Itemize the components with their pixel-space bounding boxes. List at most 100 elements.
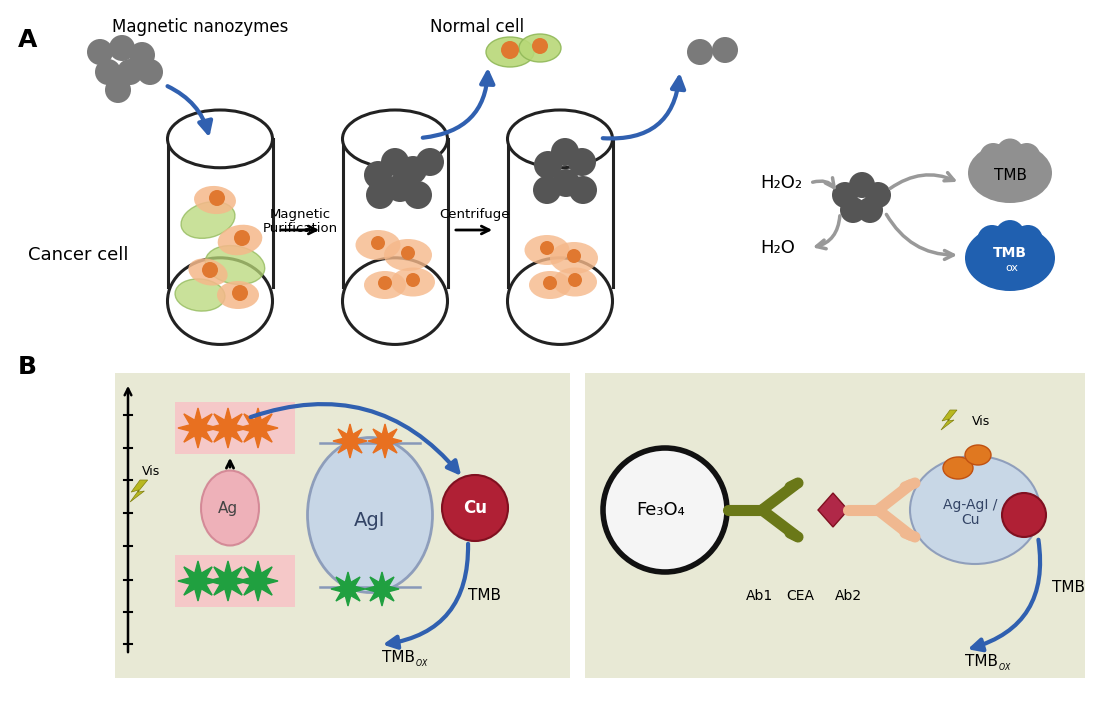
Polygon shape: [208, 561, 248, 601]
Circle shape: [568, 148, 596, 176]
Polygon shape: [131, 480, 148, 502]
Polygon shape: [365, 572, 399, 606]
Circle shape: [105, 77, 131, 103]
Text: A: A: [18, 28, 38, 52]
Text: CEA: CEA: [786, 589, 814, 603]
Polygon shape: [818, 493, 848, 527]
Text: $_{OX}$: $_{OX}$: [415, 658, 429, 670]
Text: Ag: Ag: [218, 501, 238, 515]
Polygon shape: [178, 408, 218, 448]
Ellipse shape: [943, 457, 973, 479]
Ellipse shape: [218, 225, 262, 255]
Circle shape: [364, 161, 392, 189]
Text: TMB: TMB: [993, 168, 1026, 182]
Text: Purification: Purification: [262, 222, 337, 235]
Text: H₂O: H₂O: [760, 239, 795, 257]
Ellipse shape: [307, 437, 432, 592]
Circle shape: [568, 176, 597, 204]
Bar: [343, 139, 448, 287]
Circle shape: [1013, 225, 1043, 254]
Circle shape: [540, 241, 554, 255]
Circle shape: [1011, 173, 1039, 200]
Ellipse shape: [508, 110, 613, 168]
Circle shape: [1011, 258, 1041, 287]
Bar: [175, 555, 295, 607]
Circle shape: [109, 35, 135, 61]
Ellipse shape: [524, 235, 570, 265]
Circle shape: [839, 197, 866, 223]
Circle shape: [95, 59, 121, 85]
Circle shape: [378, 276, 392, 290]
Circle shape: [232, 285, 248, 301]
Ellipse shape: [188, 259, 228, 285]
Circle shape: [380, 148, 409, 176]
Circle shape: [399, 156, 427, 184]
Circle shape: [1020, 160, 1046, 186]
Ellipse shape: [508, 258, 613, 344]
Circle shape: [849, 172, 875, 198]
Ellipse shape: [355, 230, 400, 260]
Circle shape: [857, 197, 883, 223]
Circle shape: [567, 249, 581, 263]
Polygon shape: [238, 561, 278, 601]
Ellipse shape: [486, 37, 534, 67]
Text: ox: ox: [1005, 263, 1019, 273]
Text: TMB: TMB: [966, 655, 998, 669]
Circle shape: [551, 138, 580, 166]
Circle shape: [687, 39, 713, 65]
Ellipse shape: [392, 268, 435, 297]
Text: Magnetic nanozymes: Magnetic nanozymes: [112, 18, 289, 36]
Circle shape: [980, 143, 1006, 170]
Ellipse shape: [343, 110, 448, 168]
Circle shape: [366, 181, 394, 209]
Ellipse shape: [910, 456, 1040, 564]
Text: Vis: Vis: [142, 465, 160, 478]
Text: AgI: AgI: [354, 510, 386, 529]
Text: Magnetic: Magnetic: [270, 208, 331, 221]
Circle shape: [202, 262, 218, 278]
Circle shape: [712, 37, 738, 63]
Circle shape: [87, 39, 113, 65]
Circle shape: [386, 174, 414, 202]
Circle shape: [982, 173, 1009, 200]
Ellipse shape: [364, 271, 406, 299]
Polygon shape: [941, 410, 957, 430]
Text: TMB: TMB: [468, 587, 501, 602]
Polygon shape: [333, 424, 367, 458]
Ellipse shape: [519, 34, 561, 62]
Circle shape: [501, 41, 519, 59]
Circle shape: [543, 276, 557, 290]
Circle shape: [442, 475, 508, 541]
Ellipse shape: [217, 281, 259, 309]
Circle shape: [970, 243, 1000, 273]
Polygon shape: [368, 424, 401, 458]
Bar: [585, 373, 1085, 678]
Circle shape: [532, 38, 547, 54]
Text: TMB: TMB: [993, 246, 1027, 260]
Circle shape: [404, 181, 432, 209]
Circle shape: [973, 160, 1001, 186]
Polygon shape: [208, 408, 248, 448]
Ellipse shape: [206, 245, 264, 285]
Circle shape: [980, 258, 1009, 287]
Ellipse shape: [175, 279, 225, 311]
Circle shape: [416, 148, 444, 176]
Circle shape: [1020, 243, 1050, 273]
Text: Ab1: Ab1: [747, 589, 773, 603]
Text: Cancer cell: Cancer cell: [28, 246, 128, 264]
Polygon shape: [238, 408, 278, 448]
Ellipse shape: [181, 202, 234, 238]
Circle shape: [137, 59, 163, 85]
Circle shape: [552, 169, 580, 197]
Circle shape: [533, 176, 561, 204]
Ellipse shape: [553, 268, 597, 297]
Ellipse shape: [384, 239, 432, 271]
Ellipse shape: [194, 186, 236, 214]
Ellipse shape: [167, 110, 272, 168]
Text: $_{OX}$: $_{OX}$: [998, 662, 1012, 674]
Text: B: B: [18, 355, 36, 379]
Circle shape: [401, 246, 415, 260]
Text: H₂O₂: H₂O₂: [760, 174, 802, 192]
Ellipse shape: [167, 258, 272, 344]
Circle shape: [832, 182, 858, 208]
